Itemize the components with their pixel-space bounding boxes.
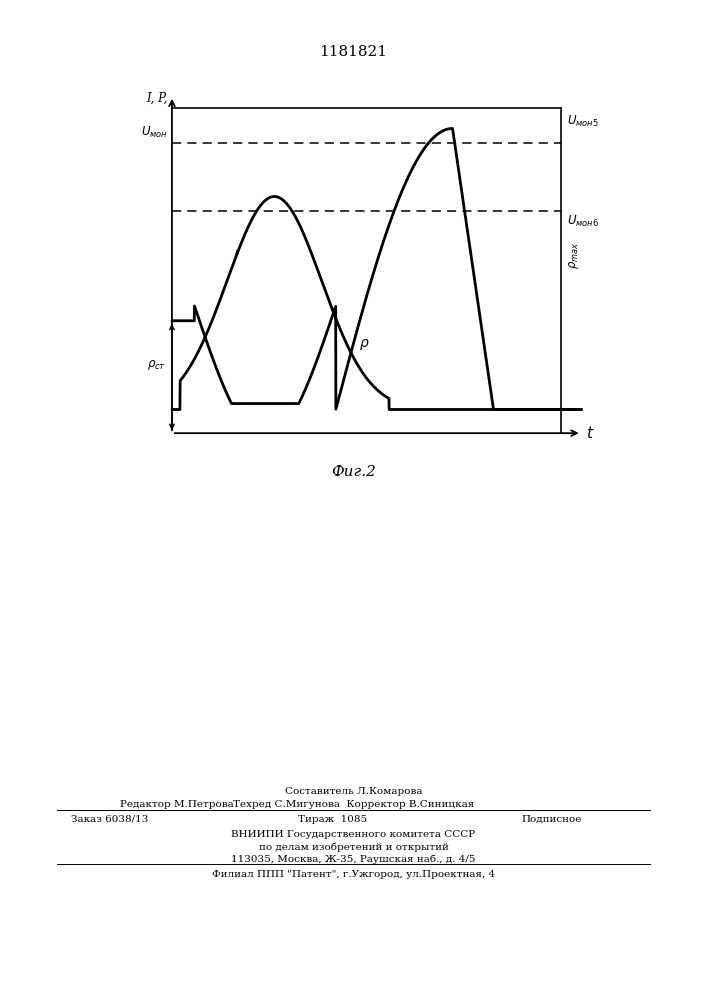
- Text: Техред С.Мигунова  Корректор В.Синицкая: Техред С.Мигунова Корректор В.Синицкая: [233, 800, 474, 809]
- Text: $\rho_{ст}$: $\rho_{ст}$: [147, 358, 165, 372]
- Text: Редактор М.Петрова: Редактор М.Петрова: [120, 800, 234, 809]
- Text: $I$: $I$: [233, 249, 238, 263]
- Text: $U_{мон5}$: $U_{мон5}$: [567, 114, 599, 129]
- Text: $\rho_{max}$: $\rho_{max}$: [567, 242, 581, 269]
- Text: Тираж  1085: Тираж 1085: [298, 815, 367, 824]
- Text: I, P,: I, P,: [146, 92, 168, 105]
- Text: $\rho$: $\rho$: [359, 337, 370, 352]
- Text: $U_{мон6}$: $U_{мон6}$: [567, 214, 600, 229]
- Text: 1181821: 1181821: [320, 45, 387, 59]
- Text: 113035, Москва, Ж-35, Раушская наб., д. 4/5: 113035, Москва, Ж-35, Раушская наб., д. …: [231, 854, 476, 863]
- Text: Фиг.2: Фиг.2: [331, 465, 376, 479]
- Text: Составитель Л.Комарова: Составитель Л.Комарова: [285, 787, 422, 796]
- Text: ВНИИПИ Государственного комитета СССР: ВНИИПИ Государственного комитета СССР: [231, 830, 476, 839]
- Text: Подписное: Подписное: [521, 815, 582, 824]
- Text: $t$: $t$: [585, 425, 594, 441]
- Text: Филиал ППП "Патент", г.Ужгород, ул.Проектная, 4: Филиал ППП "Патент", г.Ужгород, ул.Проек…: [212, 870, 495, 879]
- Text: Заказ 6038/13: Заказ 6038/13: [71, 815, 148, 824]
- Text: по делам изобретений и открытий: по делам изобретений и открытий: [259, 842, 448, 852]
- Text: $U_{мон}$: $U_{мон}$: [141, 125, 168, 140]
